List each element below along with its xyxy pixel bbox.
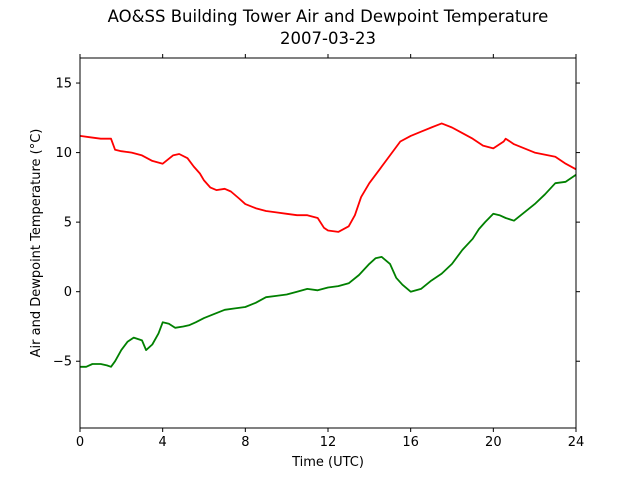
x-tick-label-4: 16 xyxy=(402,435,419,450)
x-tick-label-2: 8 xyxy=(241,435,249,450)
y-axis-label: Air and Dewpoint Temperature (°C) xyxy=(29,129,44,358)
y-tick-label-2: 5 xyxy=(64,216,72,231)
plot-frame xyxy=(79,57,577,429)
x-axis-ticks: 0 4 8 12 16 20 24 xyxy=(76,54,584,450)
x-tick-label-6: 24 xyxy=(568,435,585,450)
y-tick-label-1: 0 xyxy=(64,285,72,300)
y-tick-label-3: 10 xyxy=(55,146,72,161)
series-line-0 xyxy=(79,122,577,233)
series-line-1 xyxy=(80,174,577,368)
plot-lines xyxy=(79,122,577,368)
x-axis-label: Time (UTC) xyxy=(291,455,364,470)
y-tick-label-0: −5 xyxy=(53,355,72,370)
x-tick-label-0: 0 xyxy=(76,435,84,450)
x-tick-label-3: 12 xyxy=(320,435,337,450)
x-tick-label-1: 4 xyxy=(159,435,167,450)
y-tick-label-4: 15 xyxy=(55,77,72,92)
chart-subtitle: 2007-03-23 xyxy=(280,29,376,48)
chart-title: AO&SS Building Tower Air and Dewpoint Te… xyxy=(107,7,549,26)
x-tick-label-5: 20 xyxy=(485,435,502,450)
y-axis-ticks: −5 0 5 10 15 xyxy=(53,77,580,370)
